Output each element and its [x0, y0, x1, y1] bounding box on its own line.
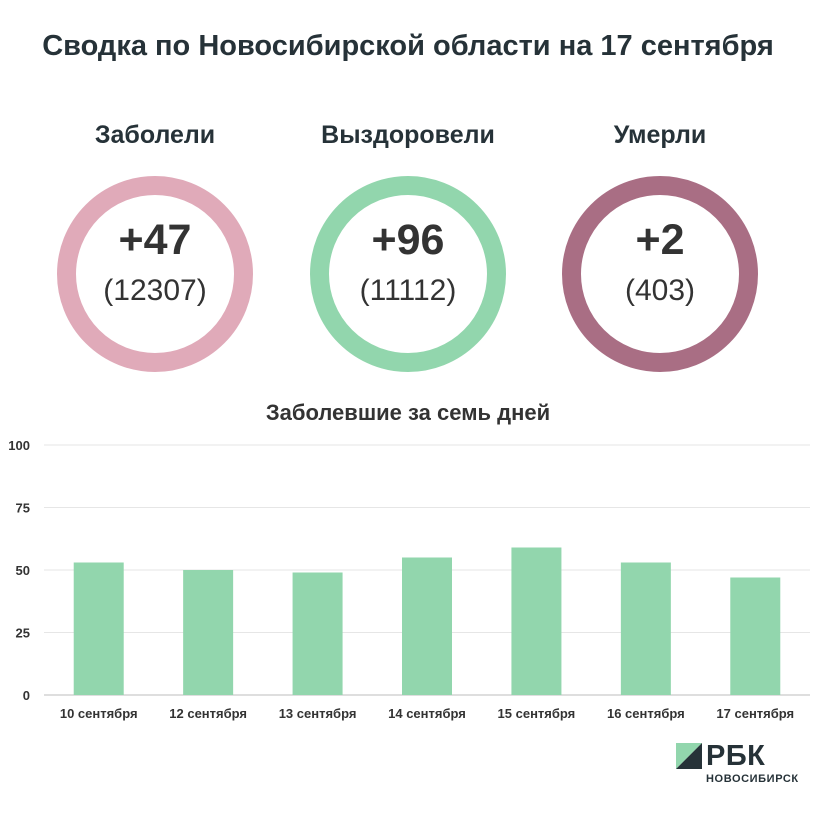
bar [183, 570, 234, 695]
x-tick-label: 10 сентября [60, 706, 138, 721]
stat-ring: +47 (12307) [57, 176, 253, 372]
x-tick-label: 13 сентября [279, 706, 357, 721]
stat-label: Заболели [94, 121, 216, 149]
logo-subtitle: НОВОСИБИРСК [706, 773, 799, 785]
stat-deaths: Умерли +2 (403) [550, 118, 770, 372]
x-tick-label: 14 сентября [388, 706, 466, 721]
stat-recovered: Выздоровели +96 (11112) [298, 118, 518, 372]
bar [73, 562, 124, 695]
stat-ring: +2 (403) [562, 176, 758, 372]
bar [730, 577, 781, 695]
stat-label: Умерли [613, 121, 707, 149]
stat-infected: Заболели +47 (12307) [45, 118, 265, 372]
y-tick-label: 0 [23, 688, 30, 703]
logo-mark-icon [676, 743, 702, 769]
y-tick-label: 50 [16, 563, 30, 578]
stat-label: Выздоровели [321, 121, 495, 149]
rbc-logo: РБК НОВОСИБИРСК [676, 740, 811, 790]
page-title: Сводка по Новосибирской области на 17 се… [42, 30, 774, 62]
bar [620, 562, 671, 695]
stat-total: (11112) [359, 274, 457, 307]
stat-delta: +47 [118, 216, 192, 264]
chart-title: Заболевшие за семь дней [265, 400, 551, 425]
x-tick-label: 15 сентября [498, 706, 576, 721]
bar [511, 547, 562, 695]
stat-ring: +96 (11112) [310, 176, 506, 372]
x-tick-label: 12 сентября [169, 706, 247, 721]
stat-total: (403) [624, 274, 696, 307]
bar [292, 572, 343, 695]
x-tick-label: 17 сентября [716, 706, 794, 721]
stat-delta: +2 [635, 216, 685, 264]
bar-chart: 0 25 50 75 100 10 сентября 12 сентября 13 сентя… [8, 438, 810, 721]
y-tick-label: 100 [8, 438, 30, 453]
x-tick-label: 16 сентября [607, 706, 685, 721]
logo-name: РБК [706, 740, 766, 772]
stat-delta: +96 [371, 216, 445, 264]
y-tick-label: 25 [16, 626, 30, 641]
stat-total: (12307) [103, 274, 207, 307]
bar [402, 557, 452, 695]
y-tick-label: 75 [16, 501, 30, 516]
